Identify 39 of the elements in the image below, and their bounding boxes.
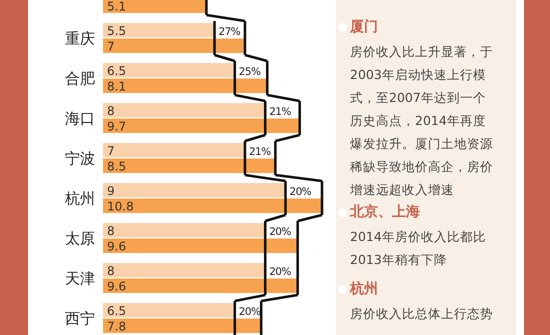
data-label: 6.5 xyxy=(107,64,126,78)
data-label: 8.5 xyxy=(107,160,126,174)
data-label: 9.6 xyxy=(107,240,126,254)
y-tick-label: 宁波 xyxy=(65,150,95,168)
annotation: 21% xyxy=(269,106,292,118)
data-label: 8 xyxy=(107,264,115,278)
data-label: 6.5 xyxy=(107,304,126,318)
text: 杭州 xyxy=(350,280,378,298)
data-label: 8.1 xyxy=(107,80,126,94)
data-label: 8 xyxy=(107,224,115,238)
annotation: 25% xyxy=(238,66,261,78)
data-label: 7.8 xyxy=(107,320,126,334)
y-tick-label: 杭州 xyxy=(64,190,95,208)
data-label: 7 xyxy=(107,144,115,158)
data-label: 8 xyxy=(107,104,115,118)
data-label: 9.6 xyxy=(107,280,126,294)
annotation: 21% xyxy=(248,146,272,158)
text: 房价收入比总体上行态势 xyxy=(350,305,494,323)
annotation: 20% xyxy=(269,226,292,238)
text: 北京、上海 xyxy=(350,203,420,221)
y-tick-label: 天津 xyxy=(65,270,95,288)
data-label: 9.7 xyxy=(107,120,126,134)
annotation: 20% xyxy=(238,306,261,318)
annotation: 27% xyxy=(218,26,241,38)
y-tick-label: 太原 xyxy=(65,230,95,248)
y-tick-label: 合肥 xyxy=(65,70,95,88)
y-tick-label: 西宁 xyxy=(65,310,95,328)
data-label: 5.5 xyxy=(107,24,126,38)
text: 2014年房价收入比都比2013年稍有下降 xyxy=(350,228,487,269)
text: 厦门 xyxy=(350,18,378,36)
data-label: 5.1 xyxy=(107,0,126,14)
annotation: 20% xyxy=(290,186,312,198)
data-label: 9 xyxy=(107,184,115,198)
y-tick-label: 海口 xyxy=(65,110,95,128)
annotation: 20% xyxy=(269,266,292,278)
data-label: 7 xyxy=(107,40,115,54)
text: 房价收入比上升显著，于2003年启动快速上行模式，至2007年达到一个历史高点，2014年再度爆发拉升。厦门土地资源稀缺导致地价高企，房价增速远超收入增速 xyxy=(350,43,494,199)
y-tick-label: 重庆 xyxy=(65,30,95,48)
data-label: 10.8 xyxy=(107,200,134,214)
